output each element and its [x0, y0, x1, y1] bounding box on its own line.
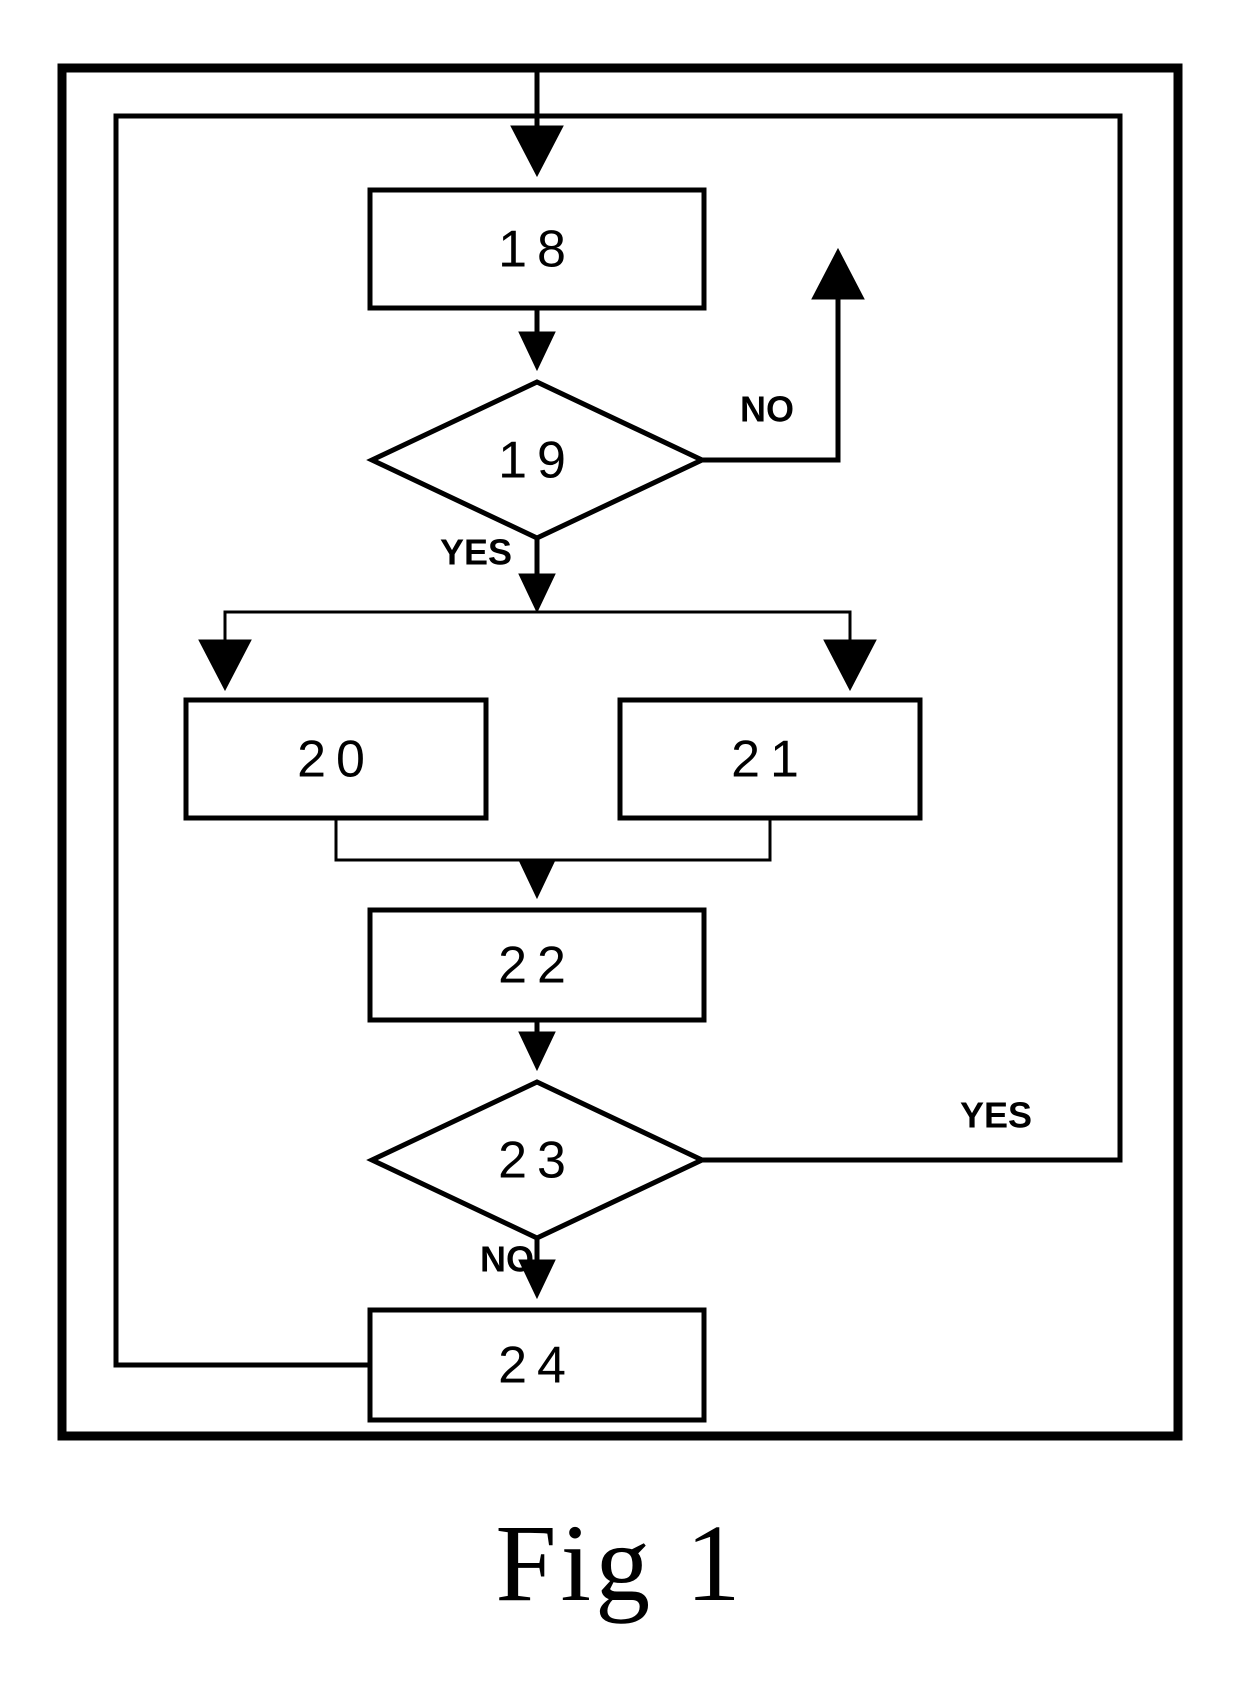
arrowhead [511, 126, 563, 176]
node-label-n23: 23 [498, 1132, 576, 1190]
edge-label-19-yes: YES [440, 532, 512, 573]
arrowhead [812, 249, 864, 299]
node-label-n18: 18 [498, 221, 576, 279]
arrowhead [519, 1032, 555, 1070]
connector-19-no-18 [702, 279, 838, 460]
node-label-n19: 19 [498, 432, 576, 490]
arrowhead [519, 574, 555, 612]
connector-21-merge [537, 818, 770, 860]
edge-label-23-yes-18: YES [960, 1095, 1032, 1136]
arrowhead [824, 640, 876, 690]
node-label-n24: 24 [498, 1337, 576, 1395]
connector-split-20 [225, 612, 537, 660]
arrowhead [199, 640, 251, 690]
arrowhead [519, 860, 555, 898]
arrowhead [519, 332, 555, 370]
edge-label-19-no-18: NO [740, 389, 794, 430]
figure-caption: Fig 1 [495, 1502, 744, 1624]
connector-20-merge [336, 818, 537, 860]
node-label-n21: 21 [731, 731, 809, 789]
node-label-n20: 20 [297, 731, 375, 789]
connector-split-21 [537, 612, 850, 660]
node-label-n22: 22 [498, 937, 576, 995]
edge-label-23-24: NO [480, 1239, 534, 1280]
